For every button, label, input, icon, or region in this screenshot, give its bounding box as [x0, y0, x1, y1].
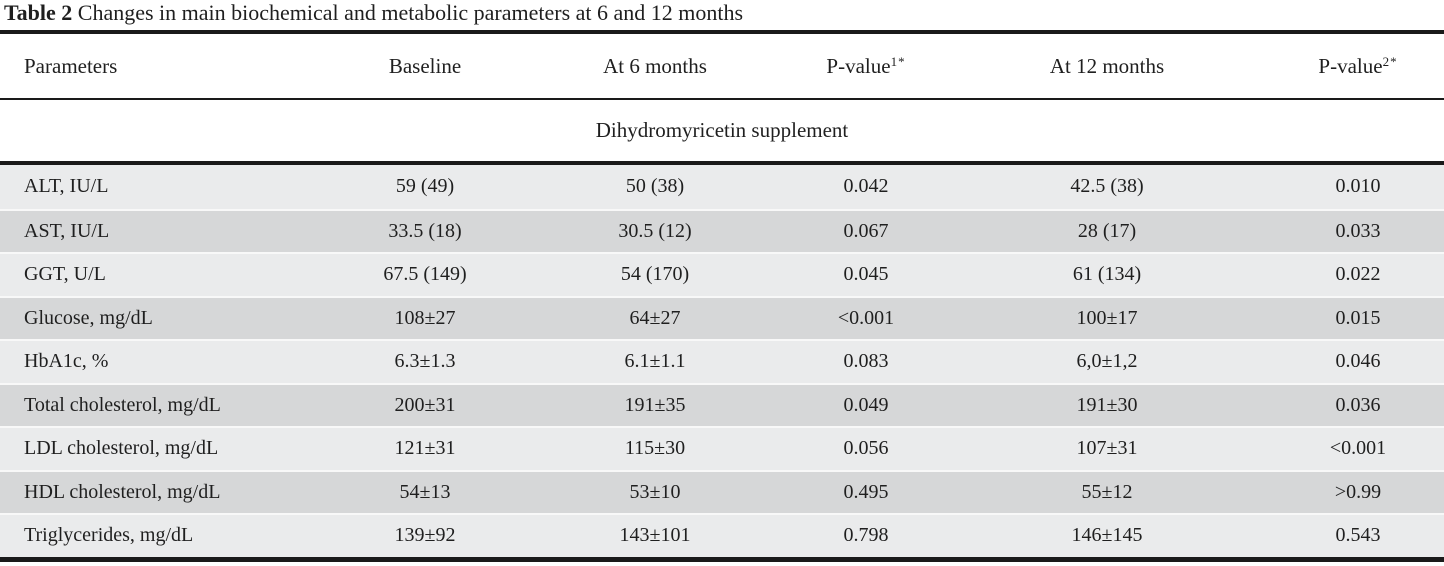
column-header-12months: At 12 months — [1049, 53, 1165, 78]
table-header-row: Parameters Baseline At 6 months P-value1… — [0, 34, 1444, 98]
value-cell: >0.99 — [1334, 480, 1382, 503]
value-cell: 67.5 (149) — [383, 263, 467, 286]
column-header-pvalue2-sup: 2* — [1382, 53, 1398, 69]
value-cell: 0.022 — [1335, 263, 1381, 286]
column-header-pvalue1: P-value1* — [790, 54, 942, 79]
value-cell: 0.046 — [1335, 350, 1381, 373]
parameter-cell: Glucose, mg/dL — [24, 306, 153, 329]
parameter-cell: LDL cholesterol, mg/dL — [24, 437, 219, 460]
table-caption-text: Changes in main biochemical and metaboli… — [72, 0, 744, 25]
value-cell: 59 (49) — [395, 175, 455, 198]
value-cell: 191±35 — [624, 393, 686, 416]
parameter-cell: ALT, IU/L — [24, 175, 109, 198]
column-header-baseline: Baseline — [388, 53, 462, 78]
parameter-cell: AST, IU/L — [24, 219, 110, 242]
value-cell: <0.001 — [837, 306, 895, 329]
value-cell: 42.5 (38) — [1070, 175, 1144, 198]
value-cell: 0.033 — [1335, 219, 1381, 242]
table-row: Glucose, mg/dL 108±27 64±27 <0.001 100±17 0.0… — [0, 295, 1444, 339]
column-header-6months: At 6 months — [603, 53, 707, 78]
table-body: ALT, IU/L 59 (49) 50 (38) 0.042 42.5 (38) 0.0… — [0, 165, 1444, 557]
value-cell: 0.067 — [843, 219, 889, 242]
value-cell: 55±12 — [1081, 480, 1133, 503]
parameter-cell: Total cholesterol, mg/dL — [24, 393, 221, 416]
value-cell: 0.042 — [843, 175, 889, 198]
value-cell: 0.798 — [843, 524, 889, 547]
value-cell: 6.3±1.3 — [394, 350, 456, 373]
table-caption-label: Table 2 — [4, 0, 73, 25]
parameter-cell: GGT, U/L — [24, 263, 106, 286]
value-cell: 61 (134) — [1072, 263, 1142, 286]
value-cell: 6.1±1.1 — [624, 350, 686, 373]
parameter-cell: HbA1c, % — [24, 350, 109, 373]
value-cell: 0.045 — [843, 263, 889, 286]
parameter-cell: HDL cholesterol, mg/dL — [24, 480, 221, 503]
value-cell: 191±30 — [1076, 393, 1138, 416]
value-cell: 54 (170) — [620, 263, 690, 286]
value-cell: 0.015 — [1335, 306, 1381, 329]
value-cell: 107±31 — [1076, 437, 1138, 460]
value-cell: 143±101 — [619, 524, 691, 547]
value-cell: 0.543 — [1335, 524, 1381, 547]
group-header-row: Dihydromyricetin supplement — [0, 100, 1444, 161]
value-cell: 0.056 — [843, 437, 889, 460]
top-rule — [0, 30, 1444, 34]
value-cell: 121±31 — [394, 437, 456, 460]
value-cell: 30.5 (12) — [618, 219, 692, 242]
table-row: AST, IU/L 33.5 (18) 30.5 (12) 0.067 28 (17) 0… — [0, 208, 1444, 252]
table-row: Triglycerides, mg/dL 139±92 143±101 0.798 14… — [0, 513, 1444, 557]
value-cell: 64±27 — [629, 306, 681, 329]
parameter-cell: Triglycerides, mg/dL — [24, 524, 194, 547]
header-rule — [0, 98, 1444, 100]
value-cell: 200±31 — [394, 393, 456, 416]
table-row: HDL cholesterol, mg/dL 54±13 53±10 0.495 55±… — [0, 469, 1444, 513]
table-caption: Table 2 Changes in main biochemical and … — [0, 0, 1444, 30]
value-cell: 115±30 — [624, 437, 686, 460]
table-row: GGT, U/L 67.5 (149) 54 (170) 0.045 61 (134) 0… — [0, 252, 1444, 296]
group-rule — [0, 161, 1444, 165]
value-cell: 0.083 — [843, 350, 889, 373]
bottom-rule — [0, 556, 1444, 562]
value-cell: 33.5 (18) — [388, 219, 462, 242]
value-cell: 0.495 — [843, 480, 889, 503]
value-cell: 108±27 — [394, 306, 456, 329]
value-cell: <0.001 — [1329, 437, 1387, 460]
table-row: LDL cholesterol, mg/dL 121±31 115±30 0.056 1… — [0, 426, 1444, 470]
value-cell: 146±145 — [1071, 524, 1143, 547]
value-cell: 50 (38) — [625, 175, 685, 198]
column-header-pvalue2-text: P-value — [1318, 53, 1383, 78]
value-cell: 100±17 — [1076, 306, 1138, 329]
value-cell: 0.049 — [843, 393, 889, 416]
value-cell: 0.010 — [1335, 175, 1381, 198]
column-header-pvalue1-text: P-value — [826, 53, 891, 78]
column-header-parameters: Parameters — [24, 53, 118, 78]
column-header-pvalue1-sup: 1* — [890, 53, 906, 69]
column-header-pvalue2: P-value2* — [1272, 54, 1444, 79]
value-cell: 28 (17) — [1077, 219, 1137, 242]
value-cell: 54±13 — [399, 480, 451, 503]
value-cell: 139±92 — [394, 524, 456, 547]
value-cell: 0.036 — [1335, 393, 1381, 416]
group-header-label: Dihydromyricetin supplement — [595, 118, 849, 142]
value-cell: 53±10 — [629, 480, 681, 503]
table-row: ALT, IU/L 59 (49) 50 (38) 0.042 42.5 (38) 0.0… — [0, 165, 1444, 209]
table-row: HbA1c, % 6.3±1.3 6.1±1.1 0.083 6,0±1,2 0.046 — [0, 339, 1444, 383]
table-row: Total cholesterol, mg/dL 200±31 191±35 0.04… — [0, 382, 1444, 426]
value-cell: 6,0±1,2 — [1076, 350, 1138, 373]
